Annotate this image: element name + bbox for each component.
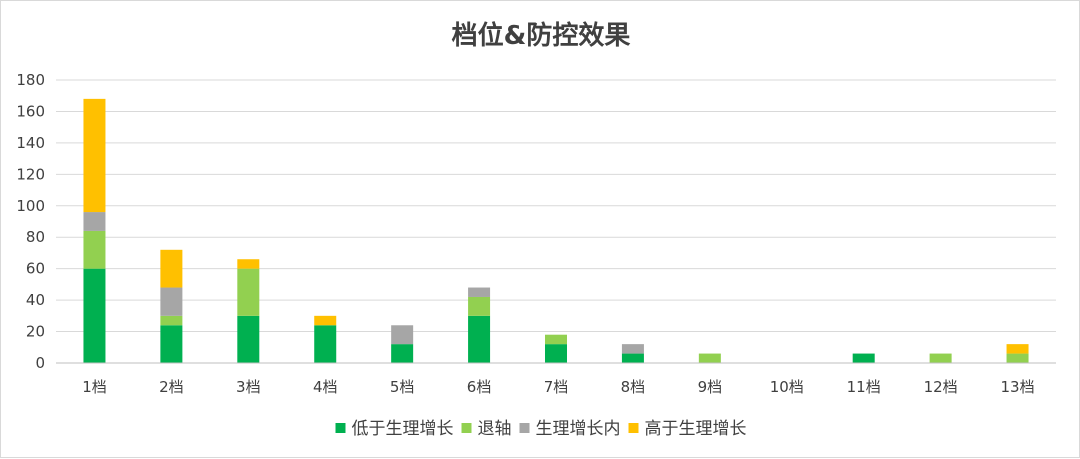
bar-segment (929, 353, 952, 363)
bar-segment (314, 315, 337, 326)
grid-layer (56, 79, 1056, 364)
legend: 低于生理增长 退轴 生理增长内 高于生理增长 (335, 419, 747, 439)
legend-label: 高于生理增长 (645, 419, 747, 439)
y-tick-label: 100 (16, 197, 45, 215)
bar-segment (160, 249, 183, 288)
bars-layer (83, 98, 1029, 363)
bar-segment (391, 344, 414, 363)
y-tick-label: 20 (26, 323, 45, 341)
x-tick-label: 12档 (924, 378, 958, 396)
bar-segment (83, 268, 106, 363)
x-tick-label: 2档 (159, 378, 184, 396)
x-tick-label: 5档 (390, 378, 415, 396)
x-tick-label: 8档 (621, 378, 646, 396)
x-tick-label: 13档 (1000, 378, 1034, 396)
bar-segment (160, 315, 183, 326)
bar-segment (314, 325, 337, 363)
bar-segment (468, 287, 491, 297)
bar-segment (160, 287, 183, 316)
bar-segment (468, 315, 491, 363)
y-tick-label: 140 (16, 134, 45, 152)
bar-segment (237, 259, 260, 269)
bar-segment (621, 353, 644, 363)
x-tick-label: 10档 (770, 378, 804, 396)
legend-label: 低于生理增长 (352, 419, 454, 439)
x-tick-label: 11档 (847, 378, 881, 396)
bar-segment (237, 268, 260, 316)
bar-segment (468, 296, 491, 316)
legend-item: 生理增长内 (519, 419, 621, 439)
y-tick-label: 160 (16, 102, 45, 120)
legend-item: 低于生理增长 (335, 419, 454, 439)
legend-swatch (335, 423, 346, 433)
legend-item: 退轴 (461, 419, 512, 439)
legend-swatch (461, 423, 472, 433)
x-tick-label: 9档 (698, 378, 723, 396)
legend-swatch (519, 423, 530, 433)
x-tick-label: 7档 (544, 378, 569, 396)
legend-label: 生理增长内 (536, 419, 621, 439)
legend-label: 退轴 (478, 419, 512, 439)
y-tick-label: 80 (26, 228, 45, 246)
y-axis: 0 20 40 60 80 100 120 140 160 180 (16, 71, 45, 372)
x-tick-label: 4档 (313, 378, 338, 396)
y-tick-label: 120 (16, 165, 45, 183)
bar-segment (545, 344, 567, 363)
bar-segment (545, 334, 567, 345)
y-tick-label: 60 (26, 260, 45, 278)
bar-segment (160, 325, 183, 363)
bar-segment (698, 353, 721, 363)
bar-segment (83, 212, 106, 231)
y-tick-label: 180 (16, 71, 45, 89)
legend-item: 高于生理增长 (628, 419, 747, 439)
bar-segment (83, 98, 106, 213)
bar-segment (237, 315, 260, 363)
bar-segment (1006, 353, 1029, 363)
chart-title: 档位&防控效果 (452, 20, 631, 51)
x-tick-label: 6档 (467, 378, 492, 396)
y-tick-label: 40 (26, 291, 45, 309)
y-tick-label: 0 (35, 354, 45, 372)
bar-segment (1006, 344, 1029, 354)
bar-segment (83, 230, 106, 269)
legend-swatch (628, 423, 639, 433)
bar-segment (852, 353, 875, 363)
bar-segment (391, 325, 414, 345)
x-tick-label: 1档 (82, 378, 107, 396)
x-axis: 1档 2档 3档 4档 5档 6档 7档 8档 9档 10档 11档 12档 13档 (56, 362, 1056, 396)
x-tick-label: 3档 (236, 378, 261, 396)
bar-segment (621, 344, 644, 354)
